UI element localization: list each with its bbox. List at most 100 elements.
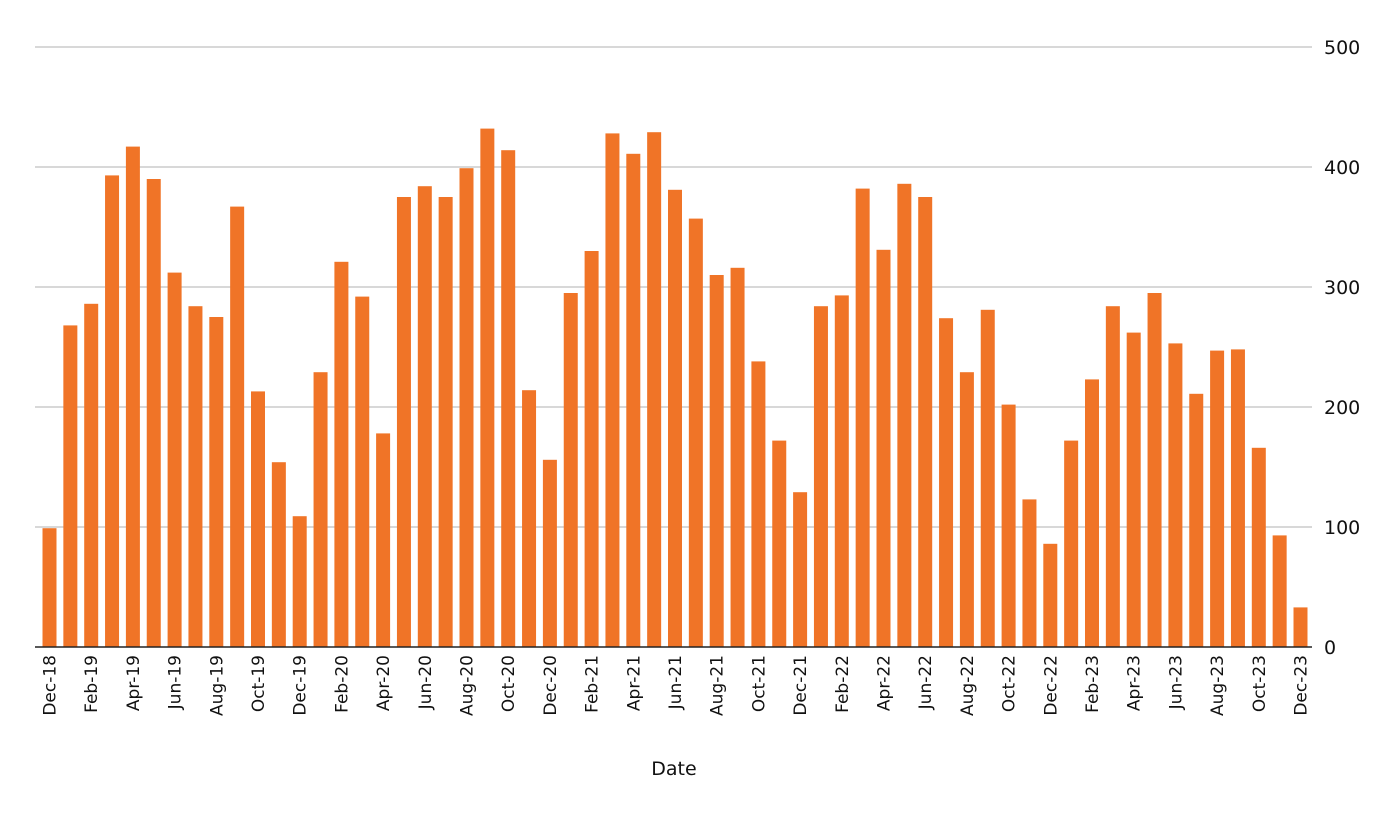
bar-Oct-23	[1251, 447, 1266, 647]
x-tick-label: Oct-21	[749, 655, 769, 712]
bar-Dec-18	[42, 528, 57, 647]
x-tick-label: Feb-21	[583, 655, 603, 713]
bar-Jun-19	[167, 272, 182, 647]
bar-May-19	[146, 179, 161, 647]
bar-Mar-23	[1105, 306, 1120, 647]
bars	[42, 128, 1308, 648]
bar-Jun-22	[918, 197, 933, 647]
bar-Apr-22	[876, 249, 891, 648]
bar-Oct-21	[751, 361, 766, 647]
bar-Feb-21	[584, 251, 599, 647]
x-tick-label: Feb-20	[332, 655, 352, 713]
x-tick-label: Aug-21	[708, 655, 728, 716]
x-tick-label: Apr-19	[124, 655, 144, 711]
x-tick-label: Apr-21	[624, 655, 644, 711]
x-tick-label: Dec-20	[541, 655, 561, 716]
x-tick-label: Dec-23	[1292, 655, 1312, 716]
bar-Sep-22	[980, 309, 995, 647]
bar-Aug-21	[709, 275, 724, 647]
bar-May-22	[897, 183, 912, 648]
bar-May-21	[647, 132, 662, 647]
bar-Jul-20	[438, 197, 453, 647]
x-tick-label: Aug-22	[958, 655, 978, 716]
bar-Jul-21	[688, 218, 703, 647]
bar-Sep-21	[730, 267, 745, 647]
y-axis-tick-labels: 0 100 200 300 400 500	[1324, 37, 1360, 659]
bar-Nov-22	[1022, 499, 1037, 647]
x-tick-label: Apr-20	[374, 655, 394, 711]
x-tick-label: Aug-19	[207, 655, 227, 716]
x-tick-label: Apr-22	[875, 655, 895, 711]
x-axis-tick-labels: Dec-18 Feb-19 Apr-19 Jun-19 Aug-19 Oct-19 Dec-…	[41, 655, 1312, 716]
y-tick-label: 300	[1324, 277, 1360, 299]
y-tick-label: 500	[1324, 37, 1360, 59]
bar-Jun-20	[417, 186, 432, 647]
bar-Feb-20	[334, 261, 349, 647]
x-tick-label: Oct-22	[1000, 655, 1020, 712]
x-tick-label: Apr-23	[1125, 655, 1145, 711]
x-tick-label: Oct-23	[1250, 655, 1270, 712]
bar-Jul-19	[188, 306, 203, 647]
bar-Dec-21	[793, 492, 808, 647]
x-tick-label: Feb-23	[1083, 655, 1103, 713]
bar-Oct-19	[251, 391, 265, 647]
y-tick-label: 0	[1324, 637, 1336, 659]
bar-Mar-22	[855, 188, 870, 647]
bar-Nov-23	[1272, 535, 1287, 647]
bar-Jan-19	[63, 325, 78, 647]
bar-Sep-19	[230, 206, 245, 647]
bar-Mar-19	[105, 175, 120, 647]
bar-Dec-20	[542, 459, 557, 647]
bar-Jan-23	[1064, 440, 1079, 647]
bar-Apr-23	[1126, 332, 1141, 647]
bar-Aug-19	[209, 317, 224, 647]
x-axis-title: Date	[651, 758, 696, 780]
x-tick-label: Oct-19	[249, 655, 269, 712]
bar-Dec-23	[1293, 607, 1308, 647]
bar-Mar-21	[605, 133, 620, 647]
bar-Apr-19	[125, 146, 140, 647]
x-tick-label: Jun-20	[416, 655, 436, 710]
x-tick-label: Aug-23	[1208, 655, 1228, 716]
bar-Feb-23	[1085, 379, 1099, 647]
bar-Nov-20	[522, 390, 537, 647]
x-tick-label: Aug-20	[458, 655, 478, 716]
bar-Sep-20	[480, 128, 495, 648]
bar-Apr-20	[376, 433, 391, 647]
bar-Jan-21	[563, 293, 578, 647]
bar-Jun-21	[668, 189, 682, 648]
bar-Dec-19	[292, 516, 307, 647]
bar-Aug-22	[959, 372, 974, 647]
bar-Nov-19	[271, 462, 286, 647]
bar-Feb-22	[834, 295, 849, 647]
bar-Oct-20	[501, 150, 516, 647]
bar-Sep-23	[1230, 349, 1245, 647]
x-tick-label: Jun-21	[666, 655, 686, 710]
bar-May-20	[396, 197, 411, 647]
x-tick-label: Dec-19	[291, 655, 311, 716]
bar-Jul-22	[939, 318, 954, 647]
bar-May-23	[1147, 293, 1162, 647]
bar-Jul-23	[1189, 393, 1204, 647]
bar-Jan-20	[313, 372, 328, 647]
bar-Aug-20	[459, 168, 474, 647]
bar-Feb-19	[84, 303, 99, 647]
bar-Dec-22	[1043, 543, 1058, 647]
bar-Apr-21	[626, 153, 641, 648]
bar-Oct-22	[1001, 404, 1016, 647]
y-tick-label: 100	[1324, 517, 1360, 539]
x-tick-label: Dec-22	[1041, 655, 1061, 716]
x-tick-label: Feb-22	[833, 655, 853, 713]
bar-Mar-20	[355, 296, 370, 647]
y-tick-label: 400	[1324, 157, 1360, 179]
x-tick-label: Jun-22	[916, 655, 936, 710]
x-tick-label: Jun-23	[1166, 655, 1186, 710]
x-tick-label: Feb-19	[82, 655, 102, 713]
x-tick-label: Dec-21	[791, 655, 811, 716]
bar-Nov-21	[772, 440, 787, 647]
y-tick-label: 200	[1324, 397, 1360, 419]
x-tick-label: Jun-19	[166, 655, 186, 710]
x-tick-label: Oct-20	[499, 655, 519, 712]
bar-Aug-23	[1210, 350, 1225, 647]
